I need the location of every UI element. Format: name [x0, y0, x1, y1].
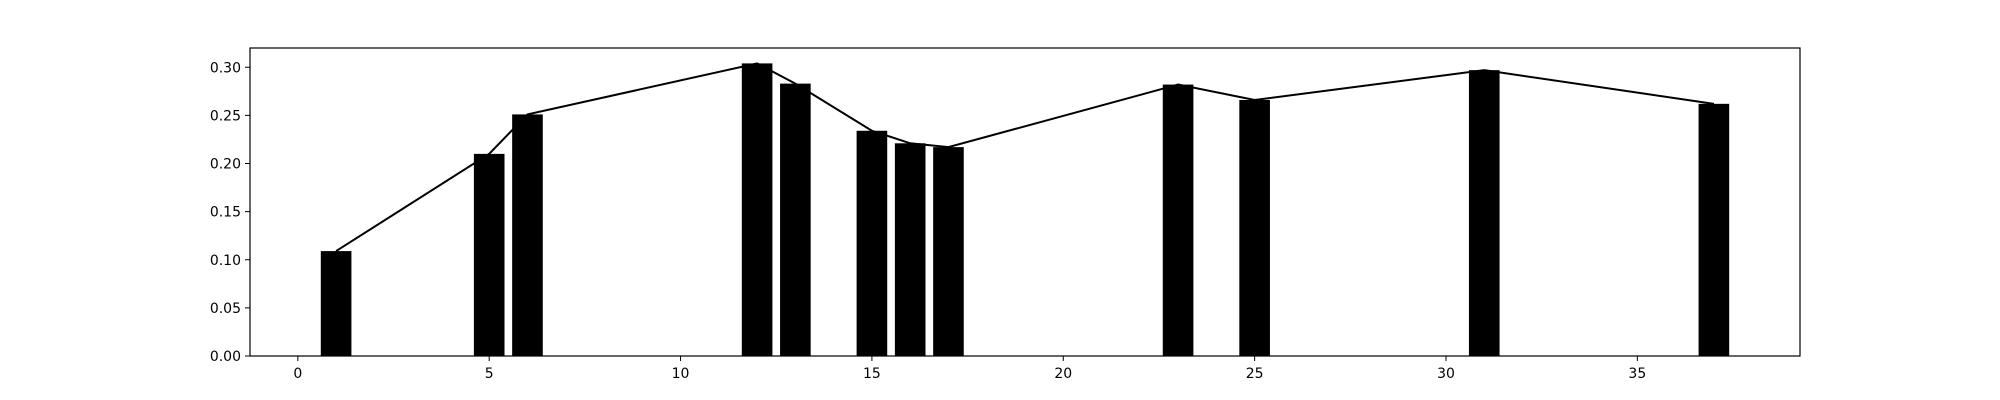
y-tick-label: 0.15 [210, 205, 241, 221]
bar [473, 153, 505, 356]
x-tick-label: 25 [1246, 366, 1264, 382]
y-tick-label: 0.25 [210, 108, 241, 124]
bar [780, 83, 811, 357]
bar [1239, 99, 1270, 356]
bar [741, 63, 773, 357]
bar [512, 114, 543, 356]
x-axis-ticks: 0 5 10 15 20 25 30 35 [293, 356, 1646, 382]
x-tick-label: 5 [485, 366, 494, 382]
bar [1162, 84, 1194, 356]
bar [1698, 103, 1730, 356]
bar [1468, 70, 1500, 356]
axes-layer [249, 47, 1801, 357]
bar [894, 143, 926, 356]
x-tick-label: 0 [293, 366, 302, 382]
y-tick-label: 0.10 [210, 253, 241, 269]
bar [320, 251, 352, 356]
y-axis-ticks: 0.00 0.05 0.10 0.15 0.20 0.25 0.30 [210, 60, 250, 365]
x-tick-label: 15 [863, 366, 881, 382]
y-tick-label: 0.05 [210, 301, 241, 317]
plot-frame [249, 47, 1801, 357]
x-tick-label: 35 [1628, 366, 1646, 382]
y-tick-label: 0.00 [210, 349, 241, 365]
x-tick-label: 30 [1437, 366, 1455, 382]
bar [933, 147, 964, 356]
line-layer [335, 62, 1715, 252]
series-line [335, 62, 1715, 252]
y-tick-label: 0.20 [210, 157, 241, 173]
y-tick-label: 0.30 [210, 60, 241, 76]
x-tick-label: 10 [672, 366, 690, 382]
bars-layer [320, 63, 1730, 357]
bar [856, 130, 888, 356]
x-tick-label: 20 [1054, 366, 1072, 382]
